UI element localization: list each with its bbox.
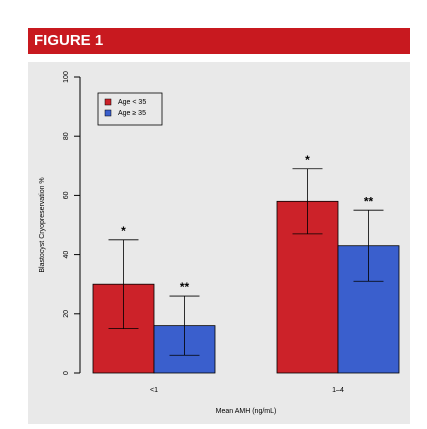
y-tick-label: 40 xyxy=(63,251,70,259)
x-axis-label: Mean AMH (ng/mL) xyxy=(216,408,277,415)
header-title: FIGURE 1 xyxy=(34,32,103,49)
y-tick-label: 60 xyxy=(63,191,70,199)
y-tick-label: 80 xyxy=(63,132,70,140)
x-tick-label: 1–4 xyxy=(332,387,344,394)
y-axis-label: Blastocyst Cryopreservation % xyxy=(39,177,46,272)
y-tick-label: 0 xyxy=(63,371,70,375)
error-bar xyxy=(292,168,323,235)
y-tick-label: 20 xyxy=(63,310,70,318)
annotation: * xyxy=(305,153,310,167)
annotation: * xyxy=(121,224,126,238)
error-bar xyxy=(353,209,384,282)
annotation: ** xyxy=(364,194,374,208)
error-bar xyxy=(108,239,139,329)
legend-label: Age ≥ 35 xyxy=(118,110,146,117)
legend-box xyxy=(97,92,163,126)
legend-swatch xyxy=(104,98,112,106)
legend-label: Age < 35 xyxy=(118,99,146,106)
annotation: ** xyxy=(180,280,190,294)
error-bar xyxy=(169,295,200,356)
legend-swatch xyxy=(104,109,112,117)
x-tick-label: <1 xyxy=(150,387,158,394)
header-bar xyxy=(28,28,410,54)
y-tick-label: 100 xyxy=(63,71,70,83)
